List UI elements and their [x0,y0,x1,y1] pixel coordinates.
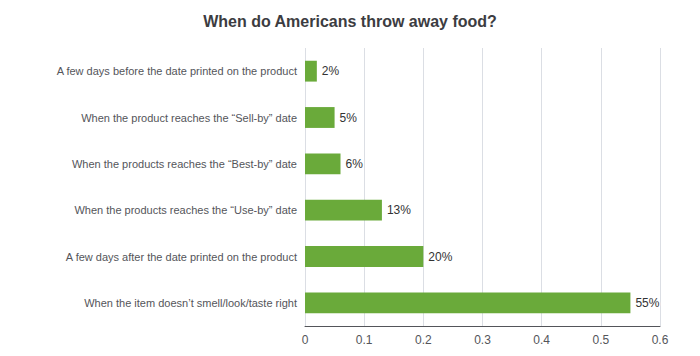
svg-text:A few days after the date prin: A few days after the date printed on the… [66,251,297,263]
svg-text:55%: 55% [635,296,659,310]
svg-text:0: 0 [302,333,309,347]
svg-text:0.5: 0.5 [592,333,609,347]
svg-text:When the products reaches the: When the products reaches the “Use-by” d… [74,204,297,216]
svg-text:20%: 20% [428,250,452,264]
svg-text:When the products reaches the: When the products reaches the “Best-by” … [72,158,297,170]
svg-text:13%: 13% [387,203,411,217]
svg-text:0.1: 0.1 [356,333,373,347]
svg-text:2%: 2% [322,64,340,78]
svg-text:0.3: 0.3 [474,333,491,347]
svg-text:When the item doesn’t smell/lo: When the item doesn’t smell/look/taste r… [84,297,297,309]
svg-text:0.2: 0.2 [415,333,432,347]
svg-text:A few days before the date pri: A few days before the date printed on th… [57,65,297,77]
svg-text:When do Americans throw away f: When do Americans throw away food? [203,13,497,30]
svg-text:0.4: 0.4 [533,333,550,347]
svg-text:When the product reaches the “: When the product reaches the “Sell-by” d… [81,112,297,124]
svg-text:5%: 5% [340,111,358,125]
svg-text:6%: 6% [346,157,364,171]
svg-text:0.6: 0.6 [652,333,669,347]
